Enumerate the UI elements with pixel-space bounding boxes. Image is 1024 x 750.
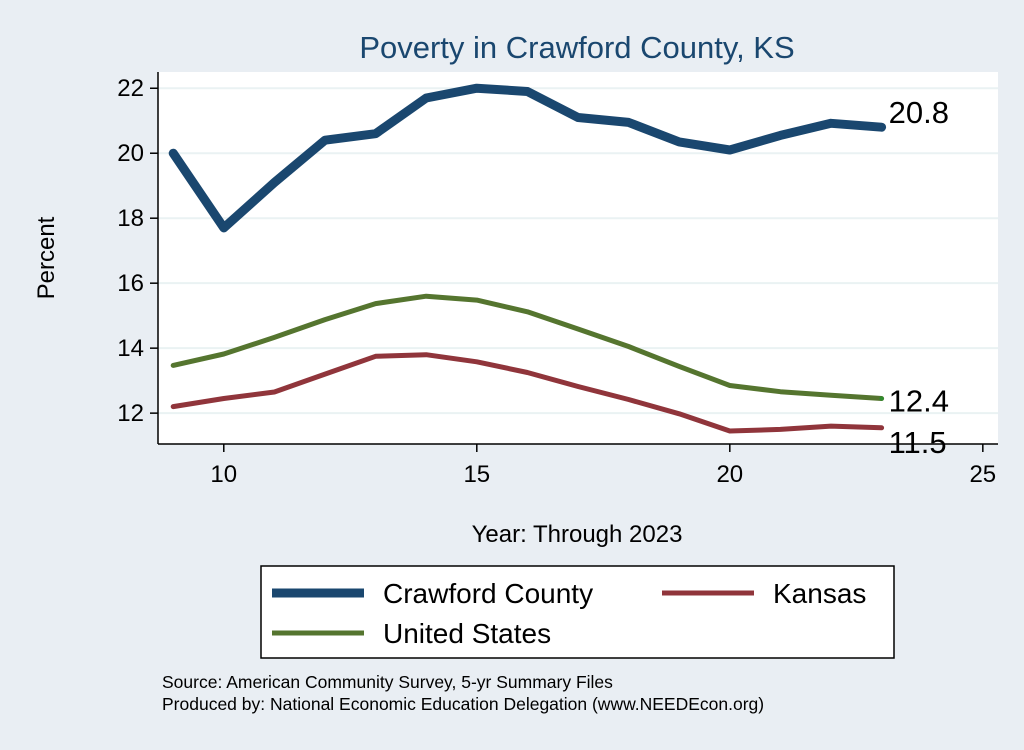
end-marker-crawford-county (879, 125, 884, 130)
y-tick-label-18: 18 (117, 205, 144, 232)
x-tick-label-10: 10 (210, 461, 237, 488)
end-marker-kansas (879, 425, 884, 430)
end-label-kansas: 11.5 (889, 425, 947, 460)
legend-box (260, 565, 895, 659)
axes (150, 72, 998, 452)
legend-label-kansas: Kansas (773, 578, 866, 609)
source-note: Source: American Community Survey, 5-yr … (162, 672, 613, 692)
legend: Crawford County Kansas United States (260, 565, 895, 659)
series-lines (168, 83, 887, 434)
legend-label-united-states: United States (383, 618, 551, 649)
y-tick-label-16: 16 (117, 270, 144, 297)
y-tick-labels: 12 14 16 18 20 22 (117, 75, 144, 427)
y-tick-label-20: 20 (117, 140, 144, 167)
x-axis-title: Year: Through 2023 (472, 521, 683, 548)
end-marker-united-states (879, 396, 884, 401)
legend-label-crawford-county: Crawford County (383, 578, 593, 609)
produced-by-note: Produced by: National Economic Education… (162, 694, 764, 714)
y-tick-label-22: 22 (117, 75, 144, 102)
end-label-crawford-county: 20.8 (889, 95, 949, 130)
end-label-united-states: 12.4 (889, 384, 949, 419)
series-line-crawford-county (168, 83, 887, 233)
y-axis-title: Percent (33, 216, 60, 299)
chart-title: Poverty in Crawford County, KS (359, 30, 794, 65)
y-tick-label-14: 14 (117, 335, 144, 362)
x-tick-label-15: 15 (463, 461, 490, 488)
end-labels: 20.8 11.5 12.4 (889, 95, 949, 460)
gridlines (158, 87, 998, 415)
x-tick-labels: 10 15 20 25 (210, 461, 996, 488)
y-tick-label-12: 12 (117, 400, 144, 427)
series-line-united-states (170, 293, 885, 401)
x-tick-label-25: 25 (969, 461, 996, 488)
series-line-kansas (170, 352, 885, 434)
x-tick-label-20: 20 (716, 461, 743, 488)
